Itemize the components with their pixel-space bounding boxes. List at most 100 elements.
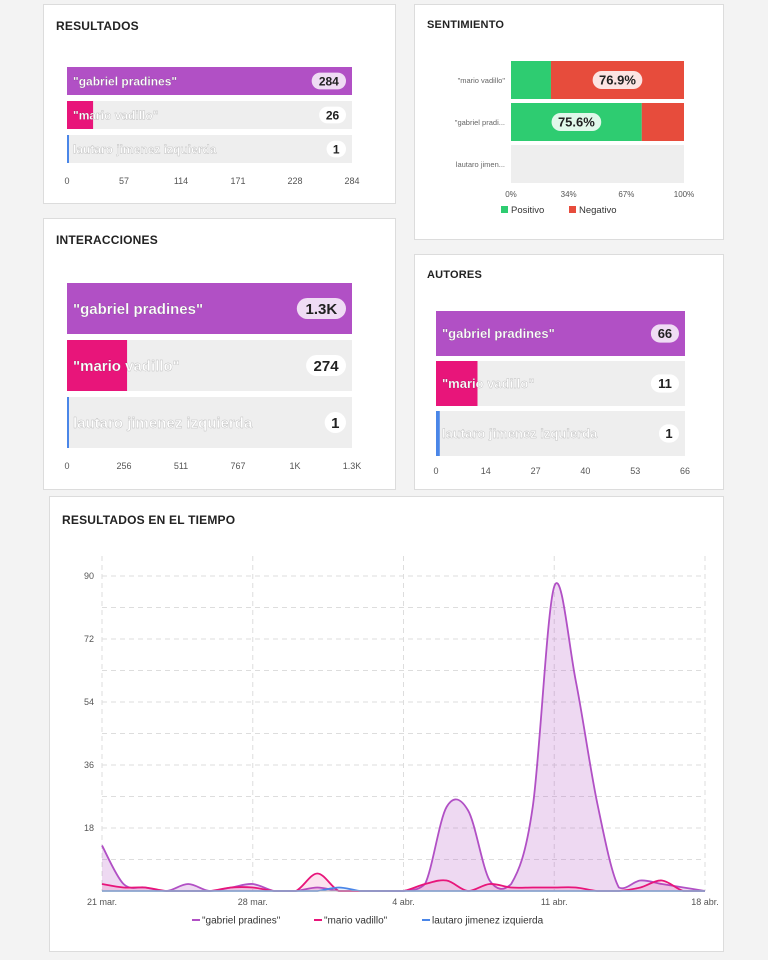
x-tick-label: 256 <box>116 461 131 471</box>
value-pill <box>650 324 679 343</box>
y-tick-label: lautaro jimen... <box>456 160 505 169</box>
legend-swatch <box>569 206 576 213</box>
interacciones-chart: "gabriel pradines" 1.3K "mario vadillo" 274… <box>64 283 362 471</box>
x-tick-label: 4 abr. <box>392 897 415 907</box>
bar-data-label: 274 <box>314 358 340 375</box>
bar-category-label: "gabriel pradines" <box>73 301 203 318</box>
autores-chart: "gabriel pradines" 66 "mario vadillo" 11 lau… <box>433 311 690 476</box>
legend-label: "mario vadillo" <box>324 916 388 927</box>
value-pill <box>319 106 346 124</box>
y-tick-label: 72 <box>84 634 94 644</box>
bar-data-label: 1.3K <box>306 301 338 318</box>
bar-data-label: 75.6% <box>558 115 595 130</box>
x-tick-label: 67% <box>618 190 634 199</box>
bar <box>436 361 478 406</box>
bar <box>436 411 440 456</box>
interacciones-panel: INTERACCIONES "gabriel pradines" 1.3K "mar… <box>43 218 396 490</box>
bar-segment <box>641 103 684 141</box>
legend-label: lautaro jimenez izquierda <box>432 916 544 927</box>
bar-category-label: "mario vadillo" <box>442 376 535 391</box>
x-tick-label: 57 <box>119 176 129 186</box>
bar-category-label: "mario vadillo" <box>73 358 180 375</box>
value-pill <box>650 374 679 393</box>
value-pill <box>324 412 346 433</box>
x-tick-label: 21 mar. <box>87 897 117 907</box>
x-tick-label: 34% <box>561 190 577 199</box>
y-tick-label: 90 <box>84 571 94 581</box>
bar-category-label: lautaro jimenez izquierda <box>73 415 253 432</box>
value-pill <box>551 113 602 131</box>
value-pill <box>296 298 346 319</box>
value-pill <box>306 355 346 376</box>
legend-label: "gabriel pradines" <box>202 916 281 927</box>
y-tick-label: 54 <box>84 697 94 707</box>
bar-data-label: 1 <box>665 426 672 441</box>
sentimiento-chart: "mario vadillo" "gabriel pradi... lautaro … <box>455 61 694 216</box>
x-tick-label: 66 <box>680 466 690 476</box>
bar <box>67 67 352 95</box>
y-tick-label: 36 <box>84 760 94 770</box>
bar-track <box>511 145 684 183</box>
x-tick-label: 1.3K <box>343 461 362 471</box>
x-tick-label: 40 <box>580 466 590 476</box>
x-tick-label: 228 <box>287 176 302 186</box>
x-tick-label: 284 <box>344 176 359 186</box>
bar <box>67 101 94 129</box>
y-tick-label: "gabriel pradi... <box>455 118 505 127</box>
bar-data-label: 1 <box>331 415 339 432</box>
y-tick-label: "mario vadillo" <box>458 76 506 85</box>
tiempo-panel: RESULTADOS EN EL TIEMPO 18 36 54 72 90 21 mar… <box>49 496 724 952</box>
bar <box>67 135 69 163</box>
x-tick-label: 511 <box>174 461 188 471</box>
sentimiento-panel: SENTIMIENTO "mario vadillo" "gabriel prad… <box>414 4 724 240</box>
bar <box>436 311 685 356</box>
x-tick-label: 114 <box>174 176 188 186</box>
autores-title: AUTORES <box>427 269 482 281</box>
bar-track <box>67 135 352 163</box>
sentimiento-title: SENTIMIENTO <box>427 19 505 31</box>
bar-data-label: 1 <box>333 142 340 156</box>
x-tick-label: 1K <box>289 461 300 471</box>
bar-category-label: "mario vadillo" <box>73 108 158 122</box>
value-pill <box>311 72 346 90</box>
series-area <box>102 873 705 891</box>
legend-label: Negativo <box>579 205 617 216</box>
y-tick-label: 18 <box>84 823 94 833</box>
x-tick-label: 14 <box>481 466 491 476</box>
value-pill <box>658 424 679 443</box>
bar-data-label: 26 <box>326 108 340 122</box>
x-tick-label: 0 <box>64 176 69 186</box>
bar-data-label: 11 <box>658 376 672 391</box>
x-tick-label: 0 <box>64 461 69 471</box>
bar-category-label: "gabriel pradines" <box>73 74 177 88</box>
resultados-panel: RESULTADOS "gabriel pradines" 284 "mario v… <box>43 4 396 204</box>
resultados-chart: "gabriel pradines" 284 "mario vadillo" 26 la… <box>64 67 360 186</box>
x-tick-label: 11 abr. <box>541 897 568 907</box>
bar-track <box>67 397 352 448</box>
interacciones-title: INTERACCIONES <box>56 233 158 247</box>
bar <box>67 340 128 391</box>
x-tick-label: 100% <box>674 190 694 199</box>
x-tick-label: 767 <box>230 461 245 471</box>
x-tick-label: 0 <box>433 466 438 476</box>
legend-swatch <box>501 206 508 213</box>
bar-segment <box>511 61 551 99</box>
tiempo-title: RESULTADOS EN EL TIEMPO <box>62 513 236 527</box>
bar-track <box>67 101 352 129</box>
tiempo-chart: 18 36 54 72 90 21 mar. 28 mar. 4 abr. 11 abr. 18 … <box>84 556 719 927</box>
bar-category-label: lautaro jimenez izquierda <box>73 142 217 156</box>
x-tick-label: 28 mar. <box>238 897 268 907</box>
x-tick-label: 53 <box>630 466 640 476</box>
bar-data-label: 284 <box>319 74 339 88</box>
resultados-title: RESULTADOS <box>56 19 139 33</box>
bar-data-label: 66 <box>658 326 672 341</box>
x-tick-label: 27 <box>531 466 541 476</box>
bar-data-label: 76.9% <box>599 73 636 88</box>
x-tick-label: 18 abr. <box>691 897 719 907</box>
bar-category-label: lautaro jimenez izquierda <box>442 426 598 441</box>
x-tick-label: 171 <box>230 176 245 186</box>
bar <box>67 397 69 448</box>
x-tick-label: 0% <box>505 190 517 199</box>
value-pill <box>592 71 643 89</box>
autores-panel: AUTORES "gabriel pradines" 66 "mario vadil… <box>414 254 724 490</box>
